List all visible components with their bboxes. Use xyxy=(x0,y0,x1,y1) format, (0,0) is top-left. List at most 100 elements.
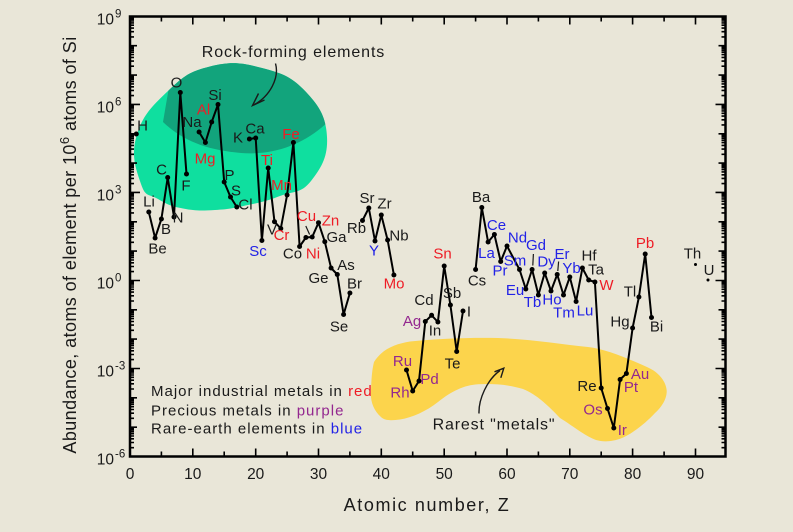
svg-text:I: I xyxy=(467,303,471,320)
svg-text:Rb: Rb xyxy=(347,220,366,237)
svg-text:Precious metals in purple: Precious metals in purple xyxy=(151,402,344,419)
svg-text:Pr: Pr xyxy=(493,262,508,279)
svg-text:B: B xyxy=(161,221,171,238)
svg-text:Os: Os xyxy=(583,401,602,418)
svg-text:Abundance, atoms of element pe: Abundance, atoms of element per 106 atom… xyxy=(57,36,80,453)
svg-text:50: 50 xyxy=(436,466,454,483)
svg-text:C: C xyxy=(156,161,167,178)
svg-text:Ce: Ce xyxy=(487,217,506,234)
svg-text:10: 10 xyxy=(97,99,115,116)
svg-text:Pb: Pb xyxy=(636,235,654,252)
svg-text:S: S xyxy=(231,183,241,200)
svg-text:Au: Au xyxy=(631,366,649,383)
svg-text:Cr: Cr xyxy=(274,227,290,244)
svg-text:Rock-forming elements: Rock-forming elements xyxy=(202,44,385,61)
svg-text:10: 10 xyxy=(97,364,115,381)
svg-text:-6: -6 xyxy=(115,449,125,461)
svg-text:60: 60 xyxy=(498,466,516,483)
svg-text:20: 20 xyxy=(247,466,265,483)
svg-text:Er: Er xyxy=(555,246,570,263)
svg-text:Ru: Ru xyxy=(393,353,412,370)
svg-text:Cu: Cu xyxy=(297,208,316,225)
svg-text:W: W xyxy=(599,277,614,294)
svg-text:Ba: Ba xyxy=(472,189,491,206)
svg-text:Hf: Hf xyxy=(582,247,598,264)
svg-text:V: V xyxy=(267,221,277,238)
svg-text:Lu: Lu xyxy=(577,302,594,319)
svg-text:30: 30 xyxy=(310,466,328,483)
svg-text:-3: -3 xyxy=(115,361,125,373)
svg-text:10: 10 xyxy=(97,276,115,293)
svg-text:10: 10 xyxy=(97,452,115,469)
svg-text:Li: Li xyxy=(143,193,155,210)
svg-text:Th: Th xyxy=(684,245,702,262)
svg-text:Ni: Ni xyxy=(306,245,320,262)
svg-text:N: N xyxy=(173,209,184,226)
svg-text:80: 80 xyxy=(624,466,642,483)
svg-text:Hg: Hg xyxy=(610,313,629,330)
svg-text:0: 0 xyxy=(126,466,135,483)
svg-text:Ta: Ta xyxy=(588,261,605,278)
svg-text:Pd: Pd xyxy=(420,371,438,388)
svg-text:Re: Re xyxy=(577,378,596,395)
svg-text:Be: Be xyxy=(148,240,166,257)
svg-text:3: 3 xyxy=(115,184,121,196)
svg-text:Sm: Sm xyxy=(504,252,527,269)
svg-text:Bi: Bi xyxy=(650,318,663,335)
svg-text:Br: Br xyxy=(347,275,362,292)
svg-text:Na: Na xyxy=(182,114,202,131)
svg-text:9: 9 xyxy=(115,8,121,20)
svg-text:10: 10 xyxy=(97,187,115,204)
svg-text:F: F xyxy=(181,177,190,194)
svg-text:Zn: Zn xyxy=(322,212,340,229)
svg-text:Cd: Cd xyxy=(414,292,433,309)
svg-text:Co: Co xyxy=(283,245,302,262)
svg-text:Mn: Mn xyxy=(271,177,292,194)
svg-text:Ga: Ga xyxy=(326,229,347,246)
svg-text:90: 90 xyxy=(687,466,705,483)
svg-text:Sb: Sb xyxy=(443,285,461,302)
svg-text:Ho: Ho xyxy=(542,291,561,308)
svg-text:Rarest "metals": Rarest "metals" xyxy=(433,417,556,434)
svg-text:Mo: Mo xyxy=(384,275,405,292)
svg-text:70: 70 xyxy=(561,466,579,483)
svg-text:Se: Se xyxy=(330,318,348,335)
svg-text:Ir: Ir xyxy=(618,422,627,439)
svg-text:Pt: Pt xyxy=(624,379,639,396)
svg-text:6: 6 xyxy=(115,96,121,108)
svg-text:10: 10 xyxy=(97,11,115,28)
svg-text:P: P xyxy=(224,167,234,184)
svg-text:Dy: Dy xyxy=(537,253,556,270)
svg-text:Nd: Nd xyxy=(508,229,527,246)
svg-text:Fe: Fe xyxy=(282,126,300,143)
svg-text:Ti: Ti xyxy=(261,152,273,169)
svg-text:K: K xyxy=(233,129,243,146)
svg-text:In: In xyxy=(429,322,442,339)
svg-text:Y: Y xyxy=(369,242,379,259)
svg-text:Nb: Nb xyxy=(389,227,408,244)
svg-text:Ge: Ge xyxy=(308,270,328,287)
svg-text:La: La xyxy=(478,245,495,262)
svg-text:Cs: Cs xyxy=(468,272,486,289)
svg-text:Atomic number, Z: Atomic number, Z xyxy=(344,495,511,515)
svg-text:H: H xyxy=(137,117,148,134)
svg-text:Rh: Rh xyxy=(390,384,409,401)
svg-text:O: O xyxy=(171,74,183,91)
svg-text:Eu: Eu xyxy=(506,282,524,299)
svg-text:Sn: Sn xyxy=(433,245,451,262)
svg-text:40: 40 xyxy=(373,466,391,483)
svg-text:Al: Al xyxy=(197,101,210,118)
svg-text:U: U xyxy=(704,262,715,279)
svg-text:Mg: Mg xyxy=(195,150,216,167)
svg-text:Tb: Tb xyxy=(524,294,542,311)
svg-text:Yb: Yb xyxy=(562,260,580,277)
svg-text:As: As xyxy=(337,257,355,274)
svg-text:10: 10 xyxy=(184,466,202,483)
svg-text:Sc: Sc xyxy=(249,243,267,260)
svg-text:Zr: Zr xyxy=(377,195,391,212)
svg-text:Si: Si xyxy=(208,87,221,104)
svg-text:Ag: Ag xyxy=(403,313,421,330)
svg-text:Major industrial metals in red: Major industrial metals in red xyxy=(151,383,373,400)
svg-text:Sr: Sr xyxy=(360,190,375,207)
svg-text:Ca: Ca xyxy=(245,120,265,137)
